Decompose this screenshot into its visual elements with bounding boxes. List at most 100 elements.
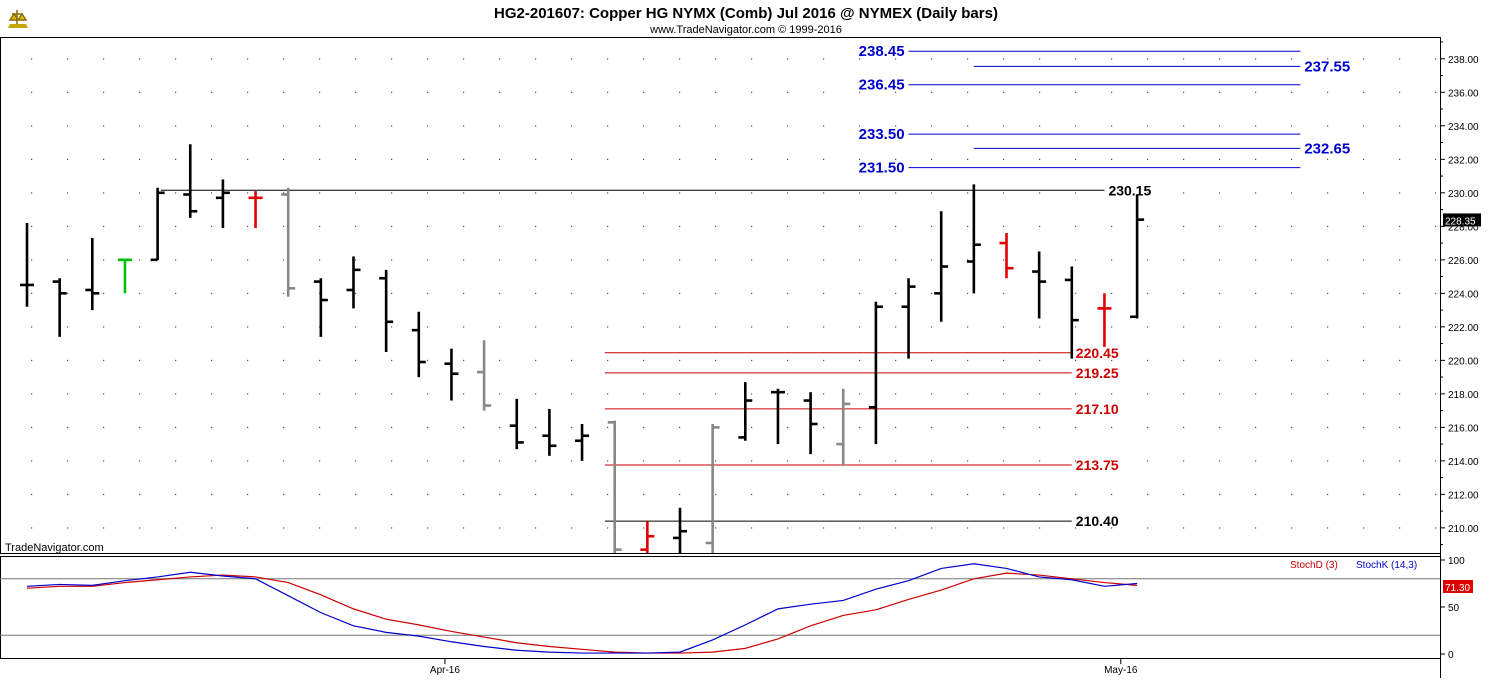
grid-dot xyxy=(67,460,69,462)
grid-dot xyxy=(1147,460,1149,462)
grid-dot xyxy=(391,426,393,429)
grid-dot xyxy=(211,158,213,160)
grid-dot xyxy=(751,359,753,362)
grid-dot xyxy=(1183,326,1185,328)
grid-dot xyxy=(1219,125,1221,127)
grid-dot xyxy=(1075,91,1077,93)
grid-dot xyxy=(787,125,789,127)
grid-dot xyxy=(1111,460,1113,462)
grid-dot xyxy=(283,460,285,462)
ohlc-bar xyxy=(868,301,883,445)
grid-dot xyxy=(643,91,645,93)
grid-dot xyxy=(535,393,537,395)
grid-dot xyxy=(1291,58,1293,60)
y-tick-label: 230.00 xyxy=(1448,189,1479,200)
grid-dot xyxy=(283,125,285,127)
grid-dot xyxy=(643,125,645,127)
grid-dot xyxy=(355,460,357,462)
grid-dot xyxy=(1435,393,1437,395)
grid-dot xyxy=(1039,460,1041,462)
last-price-marker xyxy=(1443,213,1481,227)
grid-dot xyxy=(1291,259,1293,261)
grid-dot xyxy=(859,359,861,362)
grid-dot xyxy=(283,192,285,194)
grid-dot xyxy=(247,460,249,462)
grid-dot xyxy=(211,125,213,127)
grid-dot xyxy=(607,225,609,228)
y-tick-label: 214.00 xyxy=(1448,457,1479,468)
grid-dot xyxy=(679,493,681,496)
grid-dot xyxy=(571,259,573,261)
grid-dot xyxy=(247,426,249,429)
grid-dot xyxy=(391,91,393,93)
grid-dot xyxy=(1147,527,1149,529)
grid-dot xyxy=(535,493,537,496)
grid-dot xyxy=(1003,493,1005,496)
grid-dot xyxy=(499,225,501,228)
grid-dot xyxy=(175,158,177,160)
grid-dot xyxy=(1147,91,1149,93)
grid-dot xyxy=(679,91,681,93)
grid-dot xyxy=(139,326,141,328)
grid-dot xyxy=(463,125,465,127)
grid-dot xyxy=(499,91,501,93)
grid-dot xyxy=(67,393,69,395)
grid-dot xyxy=(391,225,393,228)
grid-dot xyxy=(499,158,501,160)
grid-dot xyxy=(571,326,573,328)
grid-dot xyxy=(355,359,357,362)
stoch-y-tick-label: 50 xyxy=(1448,603,1460,614)
grid-dot xyxy=(823,192,825,194)
grid-dot xyxy=(715,359,717,362)
grid-dot xyxy=(1327,192,1329,194)
grid-dot xyxy=(643,259,645,261)
grid-dot xyxy=(1327,125,1329,127)
grid-dot xyxy=(31,259,33,261)
grid-dot xyxy=(1039,426,1041,429)
grid-dot xyxy=(535,91,537,93)
grid-dot xyxy=(823,359,825,362)
grid-dot xyxy=(31,359,33,362)
grid-dot xyxy=(139,359,141,362)
grid-dot xyxy=(1075,292,1077,295)
grid-dot xyxy=(571,225,573,228)
grid-dot xyxy=(1147,225,1149,228)
grid-dot xyxy=(31,493,33,496)
grid-dot xyxy=(571,393,573,395)
grid-dot xyxy=(1399,292,1401,295)
grid-dot xyxy=(175,292,177,295)
grid-dot xyxy=(103,192,105,194)
grid-dot xyxy=(679,225,681,228)
grid-dot xyxy=(823,125,825,127)
grid-dot xyxy=(715,460,717,462)
grid-dot xyxy=(571,91,573,93)
grid-dot xyxy=(463,527,465,529)
grid-dot xyxy=(1075,326,1077,328)
grid-dot xyxy=(1327,493,1329,496)
grid-dot xyxy=(1219,460,1221,462)
grid-dot xyxy=(499,426,501,429)
grid-dot xyxy=(1399,259,1401,261)
grid-dot xyxy=(571,192,573,194)
grid-dot xyxy=(535,426,537,429)
grid-dot xyxy=(103,493,105,496)
grid-dot xyxy=(1399,460,1401,462)
grid-dot xyxy=(175,192,177,194)
grid-dot xyxy=(355,292,357,295)
grid-dot xyxy=(427,292,429,295)
grid-dot xyxy=(1255,292,1257,295)
y-tick-label: 238.00 xyxy=(1448,55,1479,66)
grid-dot xyxy=(1291,292,1293,295)
grid-dot xyxy=(1075,359,1077,362)
grid-dot xyxy=(463,158,465,160)
grid-dot xyxy=(967,326,969,328)
last-price-label: 228.35 xyxy=(1445,216,1476,227)
grid-dot xyxy=(463,393,465,395)
grid-dot xyxy=(1435,125,1437,127)
level-label-232-65: 232.65 xyxy=(1304,140,1350,157)
grid-dot xyxy=(247,125,249,127)
grid-dot xyxy=(643,527,645,529)
grid-dot xyxy=(823,225,825,228)
grid-dot xyxy=(571,359,573,362)
